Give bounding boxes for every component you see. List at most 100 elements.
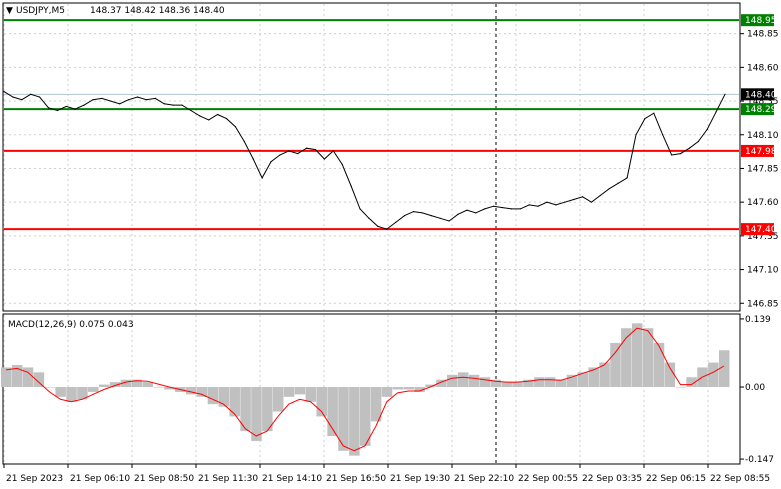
macd-bar: [479, 377, 491, 388]
price-point: [306, 147, 308, 149]
macd-bar: [327, 387, 338, 437]
price-point: [243, 140, 245, 143]
price-point: [617, 182, 619, 184]
price-axis-label: 148.60: [747, 63, 779, 73]
price-point: [377, 225, 379, 228]
price-point: [501, 206, 504, 209]
macd-bar: [447, 374, 458, 388]
macd-axis-label: 0.139: [745, 315, 771, 325]
macd-bar: [631, 323, 643, 388]
price-point: [590, 201, 593, 203]
price-axis-label: 148.85: [747, 30, 779, 40]
price-point: [403, 215, 406, 217]
price-point: [208, 119, 210, 121]
macd-bar: [370, 387, 382, 422]
price-point: [65, 105, 67, 108]
price-point: [21, 99, 23, 101]
price-point: [225, 117, 228, 120]
dropdown-triangle-icon[interactable]: ▼: [6, 6, 13, 16]
price-point: [448, 220, 450, 222]
macd-axis-label: 0.00: [745, 383, 765, 393]
macd-bar: [229, 387, 240, 417]
price-point: [573, 198, 575, 201]
macd-bar: [392, 387, 404, 390]
price-point: [128, 99, 130, 101]
price-point: [12, 96, 14, 98]
price-point: [110, 100, 112, 102]
price-point: [74, 108, 76, 110]
level-tag-label: 147.98: [745, 147, 777, 157]
macd-bar: [403, 387, 415, 390]
macd-bar: [33, 372, 45, 388]
price-point: [519, 208, 521, 210]
macd-bar: [283, 387, 295, 397]
price-point: [136, 96, 139, 98]
price-point: [119, 103, 121, 105]
macd-axis: 0.139 0.00 -0.147: [740, 315, 774, 465]
macd-bar: [66, 387, 77, 402]
price-point: [546, 201, 548, 203]
price-panel-frame: [2, 2, 741, 312]
macd-bar: [349, 387, 360, 456]
macd-bar: [316, 387, 327, 417]
price-point: [252, 158, 254, 160]
price-point: [145, 99, 148, 101]
macd-label: MACD(12,26,9) 0.075 0.043: [8, 320, 134, 330]
level-tag-bg: [741, 223, 774, 236]
price-axis-label: 147.85: [747, 164, 779, 174]
price-point: [670, 154, 673, 156]
symbol-label: USDJPY,M5: [16, 6, 65, 16]
price-point: [466, 209, 468, 211]
macd-bar: [523, 379, 534, 388]
price-axis-label: 148.35: [747, 97, 779, 107]
macd-bar: [621, 328, 632, 388]
price-point: [599, 194, 601, 197]
macd-bar: [294, 387, 306, 395]
price-point: [190, 109, 192, 112]
price-point: [199, 115, 201, 117]
time-axis-label: 21 Sep 11:30: [198, 474, 258, 484]
price-point: [368, 217, 370, 219]
macd-bar: [686, 377, 697, 388]
price-point: [653, 112, 655, 114]
price-point: [323, 158, 326, 160]
time-axis-label: 21 Sep 14:10: [262, 474, 322, 484]
level-tag-label: 147.40: [745, 225, 777, 235]
macd-bar: [381, 387, 393, 397]
macd-bar: [153, 387, 164, 388]
macd-bar: [1, 367, 12, 388]
macd-bar: [457, 372, 469, 388]
price-point: [83, 104, 85, 106]
time-axis-label: 22 Sep 08:55: [710, 474, 770, 484]
price-point: [314, 148, 317, 151]
macd-bar: [468, 374, 480, 388]
level-tag-bg: [741, 14, 774, 27]
macd-bar: [77, 387, 88, 400]
price-levels: [4, 19, 739, 231]
macd-bar: [534, 377, 545, 388]
macd-bar: [196, 387, 208, 397]
price-point: [430, 215, 432, 217]
price-point: [644, 117, 646, 120]
macd-bar: [218, 387, 230, 407]
level-tag-label: 148.29: [745, 105, 777, 115]
price-point: [297, 153, 299, 155]
price-point: [341, 163, 343, 166]
price-point: [662, 134, 664, 136]
macd-bar: [55, 387, 66, 397]
price-point: [484, 208, 486, 210]
price-point: [688, 147, 690, 149]
macd-bar: [11, 364, 23, 388]
macd-bar: [262, 387, 273, 432]
price-point: [492, 205, 495, 207]
price-point: [101, 97, 103, 99]
time-axis-label: 21 Sep 19:30: [390, 474, 450, 484]
macd-signal-line: [5, 327, 725, 452]
price-point: [154, 97, 156, 99]
level-tags: 148.95 148.29 147.98 147.40 148.40: [741, 14, 777, 236]
macd-bar: [544, 377, 556, 388]
macd-bar: [512, 382, 523, 388]
price-point: [172, 104, 174, 106]
price-point: [421, 212, 423, 214]
